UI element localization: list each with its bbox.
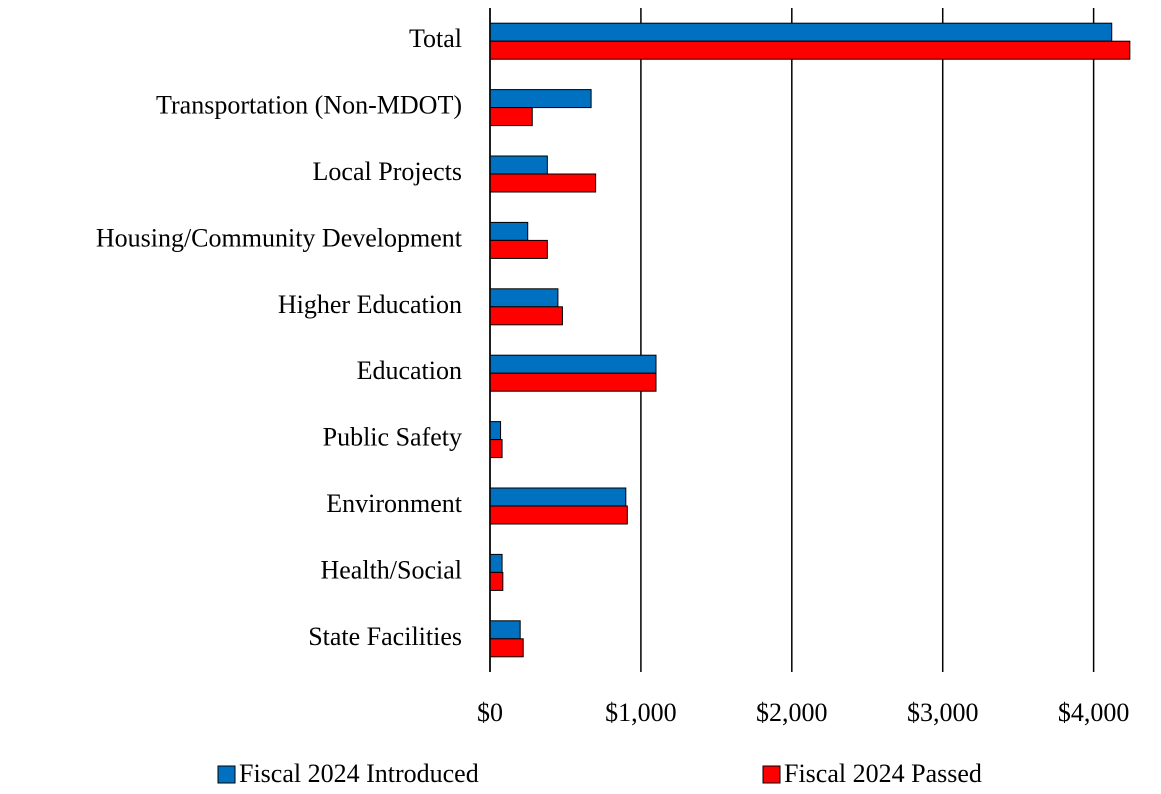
bar [489, 22, 1113, 42]
bar [489, 553, 503, 573]
legend-swatch [217, 765, 236, 784]
bar [489, 221, 529, 241]
y-tick-label: Health/Social [320, 555, 462, 584]
y-tick-label: State Facilities [308, 622, 462, 651]
x-tick-label: $3,000 [907, 698, 979, 727]
bar [489, 571, 504, 591]
y-tick-label: Local Projects [313, 157, 462, 186]
y-tick-label: Total [409, 24, 462, 53]
bar [489, 288, 559, 308]
legend-swatch [762, 765, 781, 784]
legend-label: Fiscal 2024 Passed [784, 759, 982, 788]
y-tick-label: Environment [326, 489, 463, 518]
bar [489, 439, 503, 459]
bar [489, 505, 628, 525]
bar [489, 89, 592, 109]
bar [489, 638, 524, 658]
x-tick-label: $2,000 [756, 698, 828, 727]
y-tick-label: Transportation (Non-MDOT) [156, 91, 462, 120]
x-tick-label: $1,000 [605, 698, 677, 727]
bar [489, 354, 657, 374]
bar [489, 620, 521, 640]
bar [489, 173, 597, 193]
y-tick-label: Education [357, 356, 462, 385]
bar [489, 372, 657, 392]
y-tick-label: Higher Education [278, 290, 462, 319]
y-tick-label: Public Safety [323, 423, 462, 452]
y-tick-label: Housing/Community Development [96, 223, 463, 252]
x-tick-label: $4,000 [1058, 698, 1130, 727]
bar [489, 421, 502, 441]
bar [489, 107, 533, 127]
bar [489, 239, 548, 259]
bar [489, 487, 627, 507]
legend-label: Fiscal 2024 Introduced [239, 759, 479, 788]
bar [489, 40, 1131, 60]
bar [489, 306, 563, 326]
x-tick-label: $0 [477, 698, 503, 727]
bar [489, 155, 548, 175]
